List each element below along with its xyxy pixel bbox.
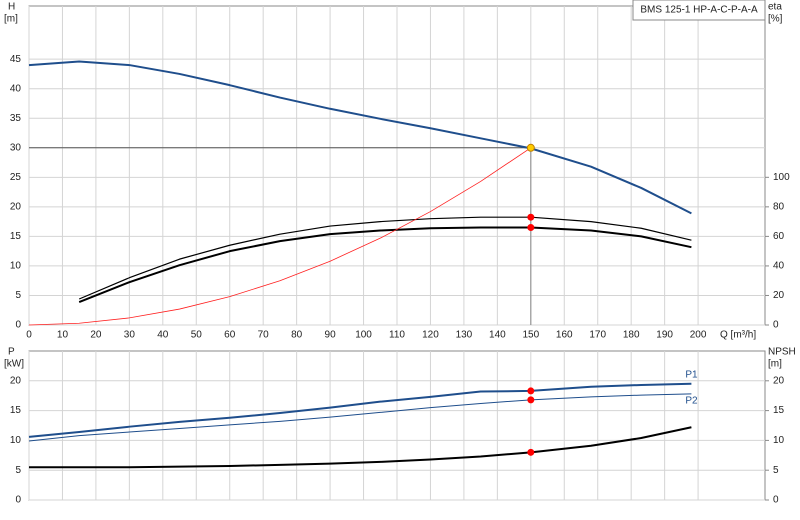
- y-axis-unit: [m]: [4, 14, 18, 25]
- x-tick-label: 180: [623, 330, 640, 341]
- y2-tick-label: 0: [773, 320, 779, 331]
- x-tick-label: 50: [191, 330, 203, 341]
- x-tick-label: 70: [258, 330, 270, 341]
- series-line: [28, 393, 692, 442]
- operating-point: [527, 396, 535, 404]
- chart-title: BMS 125-1 HP-A-C-P-A-A: [640, 5, 758, 16]
- series-label: P1: [685, 369, 698, 380]
- y-tick-label: 0: [15, 495, 21, 506]
- x-tick-label: 40: [157, 330, 169, 341]
- y-tick-label: 5: [15, 465, 21, 476]
- x-tick-label: 30: [124, 330, 136, 341]
- x-tick-label: 190: [656, 330, 673, 341]
- operating-point: [527, 387, 535, 395]
- x-tick-label: 90: [325, 330, 337, 341]
- x-tick-label: 20: [90, 330, 102, 341]
- y2-tick-label: 100: [773, 172, 790, 183]
- x-tick-label: 60: [224, 330, 236, 341]
- operating-point: [527, 224, 535, 232]
- y2-tick-label: 20: [773, 375, 785, 386]
- series-line: [78, 216, 692, 300]
- y-tick-label: 10: [10, 261, 22, 272]
- y2-axis-unit: [%]: [768, 14, 783, 25]
- x-tick-label: 110: [389, 330, 405, 341]
- y-tick-label: 0: [15, 320, 21, 331]
- x-tick-label: 150: [522, 330, 539, 341]
- operating-point: [527, 213, 535, 221]
- y-tick-label: 30: [10, 142, 22, 153]
- x-tick-label: 140: [489, 330, 506, 341]
- y2-tick-label: 10: [773, 435, 785, 446]
- y-tick-label: 15: [10, 405, 22, 416]
- operating-point: [527, 448, 535, 456]
- y-tick-label: 40: [10, 83, 22, 94]
- x-tick-label: 170: [589, 330, 606, 341]
- x-tick-label: 10: [57, 330, 69, 341]
- series-line: [28, 147, 532, 326]
- y-tick-label: 5: [15, 290, 21, 301]
- y-tick-label: 15: [10, 231, 22, 242]
- title-box: [632, 0, 766, 21]
- y2-tick-label: 40: [773, 261, 785, 272]
- series-line: [28, 382, 692, 438]
- y2-axis-label: eta: [768, 2, 782, 13]
- y-tick-label: 20: [10, 201, 22, 212]
- y-axis-unit: [kW]: [4, 359, 24, 370]
- y-tick-label: 20: [10, 375, 22, 386]
- series-line: [28, 60, 692, 215]
- x-tick-label: 130: [456, 330, 473, 341]
- series-line: [29, 426, 692, 469]
- y2-axis-unit: [m]: [768, 359, 782, 370]
- y-axis-label: P: [8, 347, 15, 358]
- y2-tick-label: 15: [773, 405, 785, 416]
- y-tick-label: 10: [10, 435, 22, 446]
- y2-axis-label: NPSH: [768, 347, 796, 358]
- x-tick-label: 80: [291, 330, 303, 341]
- x-tick-label: 100: [355, 330, 372, 341]
- y-axis-label: H: [8, 2, 15, 13]
- series-line: [78, 226, 692, 304]
- x-tick-label: 200: [690, 330, 707, 341]
- y2-tick-label: 20: [773, 290, 785, 301]
- y-tick-label: 45: [10, 54, 22, 65]
- x-tick-label: 0: [26, 330, 32, 341]
- x-tick-label: 160: [556, 330, 573, 341]
- x-tick-label: 120: [422, 330, 439, 341]
- y2-tick-label: 0: [773, 495, 779, 506]
- y2-tick-label: 80: [773, 201, 785, 212]
- x-axis-label: Q [m³/h]: [720, 330, 756, 341]
- y2-tick-label: 60: [773, 231, 785, 242]
- operating-point: [526, 143, 535, 152]
- series-label: P2: [685, 396, 698, 407]
- y-tick-label: 35: [10, 113, 22, 124]
- y-tick-label: 25: [10, 172, 22, 183]
- y2-tick-label: 5: [773, 465, 779, 476]
